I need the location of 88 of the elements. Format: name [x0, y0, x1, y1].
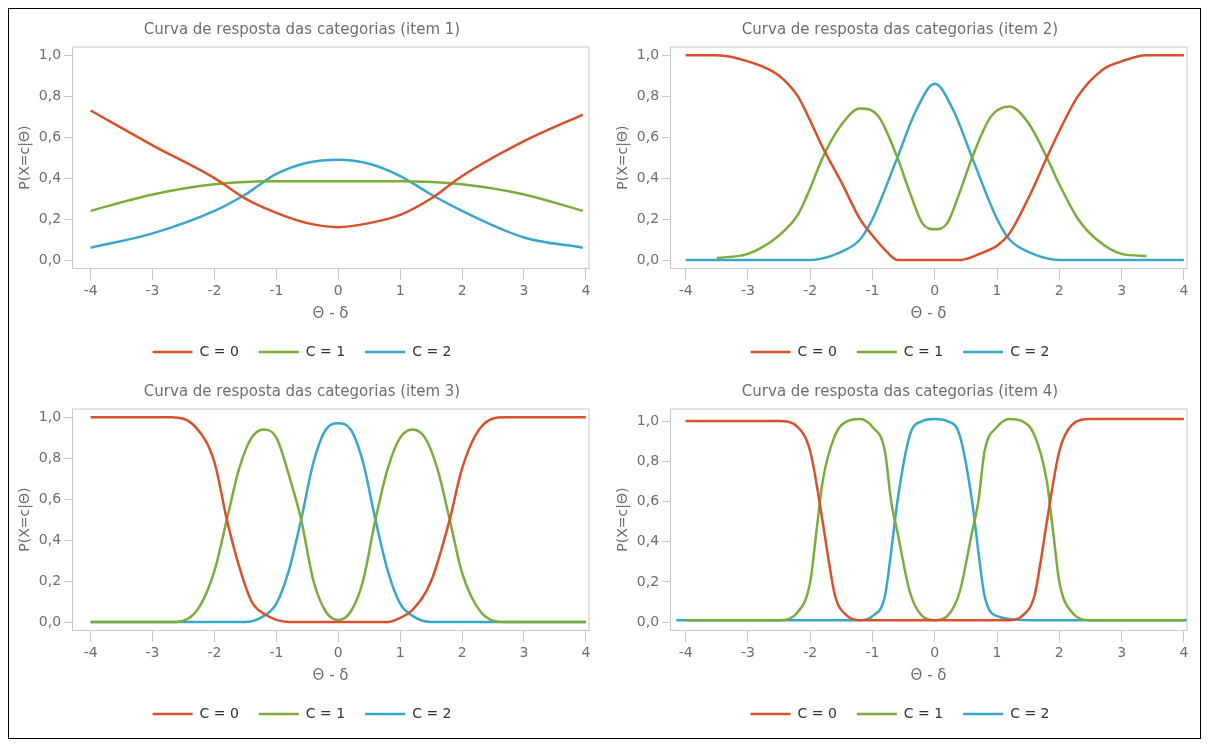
x-tick-label: 1	[992, 282, 1002, 299]
y-tick-label: 1,0	[38, 407, 62, 424]
y-tick-label: 0,6	[636, 127, 660, 144]
x-tick-label: -2	[803, 644, 818, 661]
legend-label: C = 0	[199, 342, 239, 359]
y-tick-label: 0,8	[636, 86, 660, 103]
x-tick-label: 0	[930, 282, 940, 299]
y-tick-label: 0,0	[38, 612, 62, 629]
x-tick-label: -2	[207, 282, 222, 299]
y-tick-label: 0,0	[636, 612, 660, 629]
y-tick-label: 0,2	[636, 572, 660, 589]
line-series	[715, 105, 1148, 260]
y-tick-label: 0,8	[38, 448, 62, 465]
x-tick-label: 2	[1054, 644, 1064, 661]
x-tick-label: 2	[457, 644, 467, 661]
y-tick-label: 0,0	[636, 250, 660, 267]
x-tick-label: -2	[803, 282, 818, 299]
x-tick-label: 4	[581, 644, 591, 661]
x-tick-label: 3	[1117, 282, 1127, 299]
y-tick-label: 0,8	[38, 86, 62, 103]
x-tick-label: -4	[83, 282, 98, 299]
line-series	[89, 158, 585, 249]
y-tick-label: 0,2	[38, 209, 62, 226]
legend-label: C = 1	[305, 704, 346, 721]
x-tick-label: 4	[1179, 644, 1189, 661]
y-tick-label: 0,4	[38, 530, 62, 547]
legend-label: C = 1	[903, 704, 944, 721]
y-tick-label: 0,4	[38, 168, 62, 185]
y-axis-title: P(X=c|Θ)	[16, 487, 34, 552]
chart-title: Curva de resposta das categorias (item 4)	[741, 381, 1059, 400]
x-tick-label: 4	[581, 282, 591, 299]
y-tick-label: 0,6	[38, 489, 62, 506]
legend-label: C = 2	[412, 342, 452, 359]
x-tick-label: -1	[269, 644, 284, 661]
x-tick-label: -1	[269, 282, 284, 299]
x-axis-title: Θ - δ	[312, 665, 349, 684]
x-tick-label: -3	[740, 644, 755, 661]
y-tick-label: 0,8	[636, 451, 660, 468]
y-tick-label: 0,0	[38, 250, 62, 267]
x-tick-label: 3	[519, 282, 529, 299]
x-tick-label: -4	[83, 644, 98, 661]
x-tick-label: 4	[1179, 282, 1189, 299]
legend-label: C = 2	[1010, 342, 1050, 359]
x-tick-label: -2	[207, 644, 222, 661]
x-tick-label: -1	[865, 282, 880, 299]
legend-label: C = 0	[797, 704, 837, 721]
x-tick-label: -4	[678, 644, 693, 661]
legend-label: C = 1	[305, 342, 346, 359]
y-tick-label: 1,0	[636, 45, 660, 62]
x-tick-label: 3	[519, 644, 529, 661]
line-series	[89, 109, 585, 229]
x-tick-label: 1	[395, 282, 405, 299]
y-axis-title: P(X=c|Θ)	[614, 487, 632, 552]
x-tick-label: 0	[333, 644, 343, 661]
x-axis-title: Θ - δ	[910, 665, 947, 684]
chart-title: Curva de resposta das categorias (item 1)	[143, 19, 461, 38]
y-tick-label: 0,2	[636, 209, 660, 226]
x-tick-label: 2	[1054, 282, 1064, 299]
y-tick-label: 0,6	[38, 127, 62, 144]
x-tick-label: 0	[333, 282, 343, 299]
x-tick-label: 1	[395, 644, 405, 661]
y-tick-label: 1,0	[38, 45, 62, 62]
x-tick-label: 1	[992, 644, 1002, 661]
x-tick-label: -3	[740, 282, 755, 299]
y-axis-title: P(X=c|Θ)	[16, 125, 34, 190]
x-tick-label: 3	[1117, 644, 1127, 661]
legend-label: C = 2	[412, 704, 452, 721]
legend-label: C = 0	[199, 704, 239, 721]
chart-title: Curva de resposta das categorias (item 3)	[143, 381, 461, 400]
chart-title: Curva de resposta das categorias (item 2)	[741, 19, 1059, 38]
y-tick-label: 1,0	[636, 411, 660, 428]
x-tick-label: -1	[865, 644, 880, 661]
legend-label: C = 0	[797, 342, 837, 359]
y-tick-label: 0,4	[636, 532, 660, 549]
x-tick-label: -3	[145, 644, 160, 661]
x-tick-label: 0	[930, 644, 940, 661]
y-tick-label: 0,4	[636, 168, 660, 185]
x-axis-title: Θ - δ	[910, 303, 947, 322]
y-tick-label: 0,2	[38, 571, 62, 588]
line-series	[89, 179, 585, 213]
x-tick-label: -3	[145, 282, 160, 299]
x-axis-title: Θ - δ	[312, 303, 349, 322]
legend-label: C = 1	[903, 342, 944, 359]
legend-label: C = 2	[1010, 704, 1050, 721]
x-tick-label: 2	[457, 282, 467, 299]
y-tick-label: 0,6	[636, 492, 660, 509]
y-axis-title: P(X=c|Θ)	[614, 125, 632, 190]
x-tick-label: -4	[678, 282, 693, 299]
